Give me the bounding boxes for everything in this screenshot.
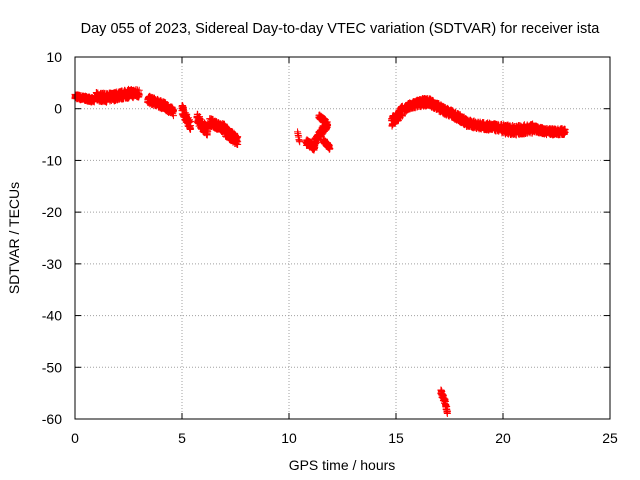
x-tick-label: 10 (281, 430, 297, 446)
grid-lines (75, 57, 610, 419)
y-tick-label: 0 (54, 101, 62, 117)
x-tick-label: 5 (178, 430, 186, 446)
data-point-seg2 (169, 112, 177, 120)
data-point-seg11 (326, 145, 334, 153)
y-axis-label: SDTVAR / TECUs (6, 182, 22, 294)
y-tick-label: -60 (42, 411, 62, 427)
x-tick-label: 15 (388, 430, 404, 446)
plot-frame (74, 56, 611, 420)
x-tick-label: 0 (71, 430, 79, 446)
axis-ticks: 0 5 10 15 20 25 10 0 -10 -20 -30 -40 -50 -60 (42, 49, 618, 446)
data-point-seg17 (561, 125, 569, 133)
data-point-seg3 (187, 117, 195, 125)
x-tick-label: 25 (602, 430, 618, 446)
y-tick-label: -50 (42, 359, 62, 375)
x-axis-label: GPS time / hours (289, 457, 396, 473)
data-points (71, 85, 569, 417)
y-tick-label: -10 (42, 152, 62, 168)
y-tick-label: -20 (42, 204, 62, 220)
data-point-seg12 (398, 112, 406, 120)
data-point-seg10 (321, 119, 329, 127)
data-point-seg3 (185, 116, 193, 124)
data-point-seg1 (135, 91, 143, 99)
data-point-seg6 (234, 138, 242, 146)
data-point-seg7 (296, 138, 304, 146)
data-point-seg18 (443, 409, 451, 417)
x-tick-label: 20 (495, 430, 511, 446)
chart-title: Day 055 of 2023, Sidereal Day-to-day VTE… (81, 21, 601, 37)
y-tick-label: -30 (42, 256, 62, 272)
y-tick-label: -40 (42, 308, 62, 324)
data-point-seg4 (204, 127, 212, 135)
y-tick-label: 10 (46, 49, 62, 65)
data-point-seg3 (187, 125, 195, 133)
